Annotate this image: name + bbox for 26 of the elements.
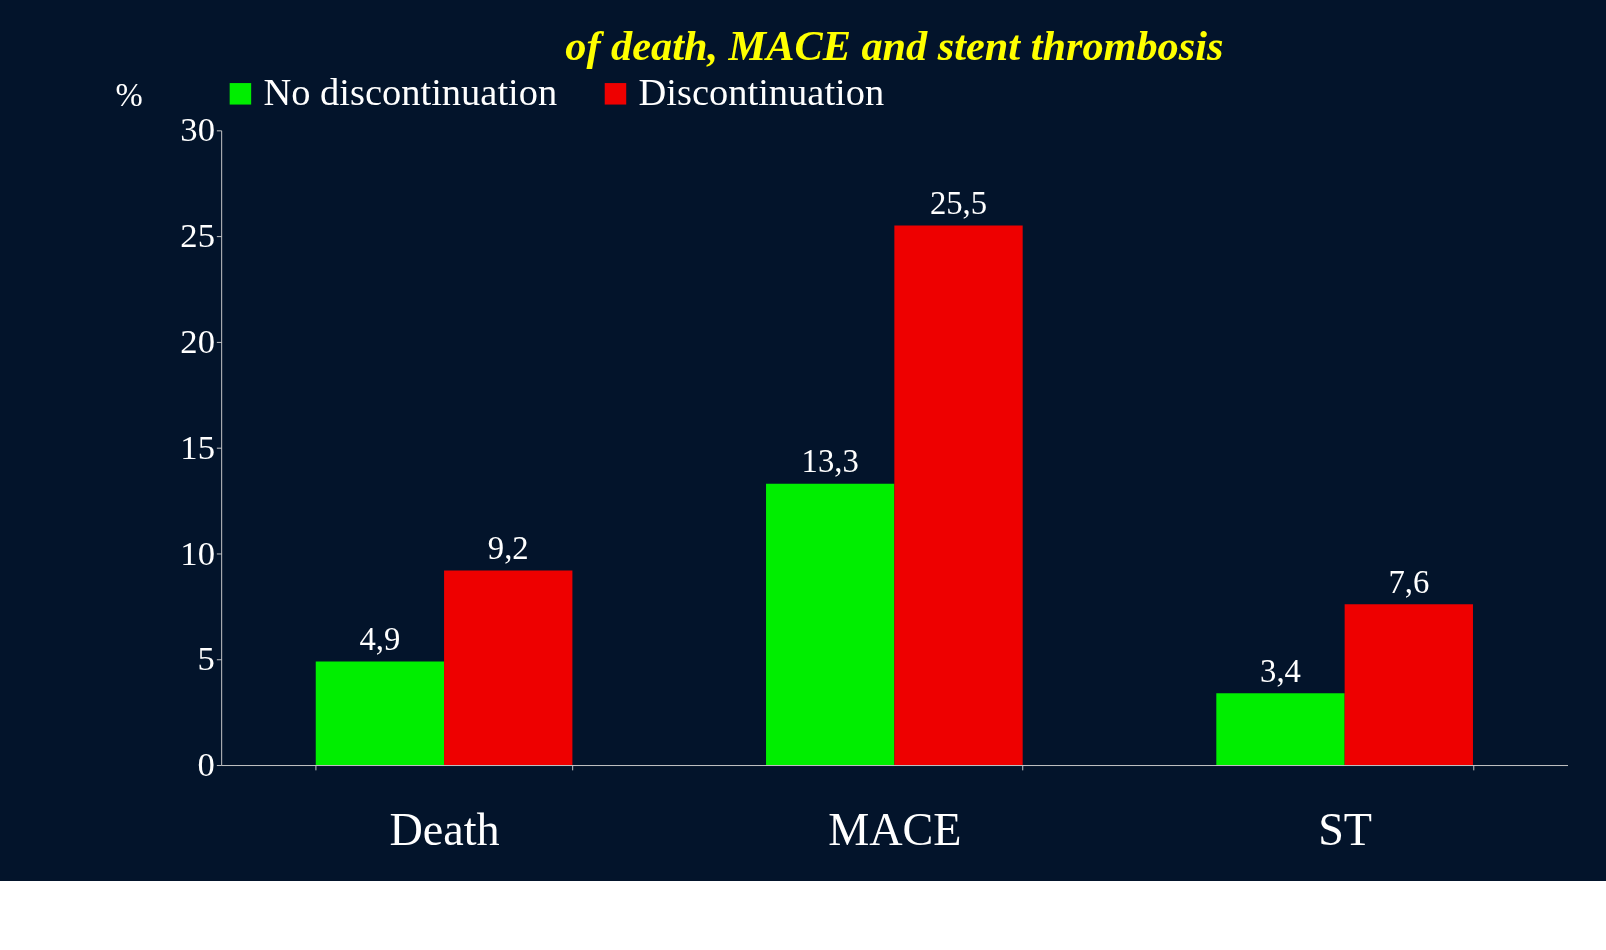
data-label: 7,6 — [1388, 563, 1430, 600]
y-tick-label: 0 — [197, 745, 215, 784]
legend-label: No discontinuation — [263, 71, 558, 114]
bar — [315, 661, 445, 766]
data-label: 4,9 — [359, 620, 401, 657]
x-tick-label: Death — [389, 804, 500, 856]
bar — [1216, 693, 1345, 766]
data-label: 13,3 — [801, 443, 859, 480]
y-axis-title: % — [115, 77, 143, 114]
y-tick-label: 30 — [180, 110, 215, 149]
chart-title: of death, MACE and stent thrombosis — [565, 22, 1224, 70]
y-tick-label: 5 — [197, 639, 215, 678]
y-tick-label: 10 — [180, 533, 215, 572]
data-label: 9,2 — [487, 529, 529, 566]
bar — [444, 570, 573, 766]
legend-label: Discontinuation — [638, 71, 885, 114]
data-label: 3,4 — [1260, 652, 1301, 689]
y-tick-label: 20 — [180, 321, 215, 360]
x-tick-label: ST — [1318, 804, 1373, 856]
y-tick-label: 25 — [180, 216, 215, 255]
data-label: 25,5 — [929, 185, 988, 222]
bar — [894, 225, 1023, 766]
y-tick-label: 15 — [180, 427, 215, 466]
bar — [1344, 604, 1473, 766]
x-tick-label: MACE — [828, 804, 962, 856]
bar — [766, 483, 895, 766]
